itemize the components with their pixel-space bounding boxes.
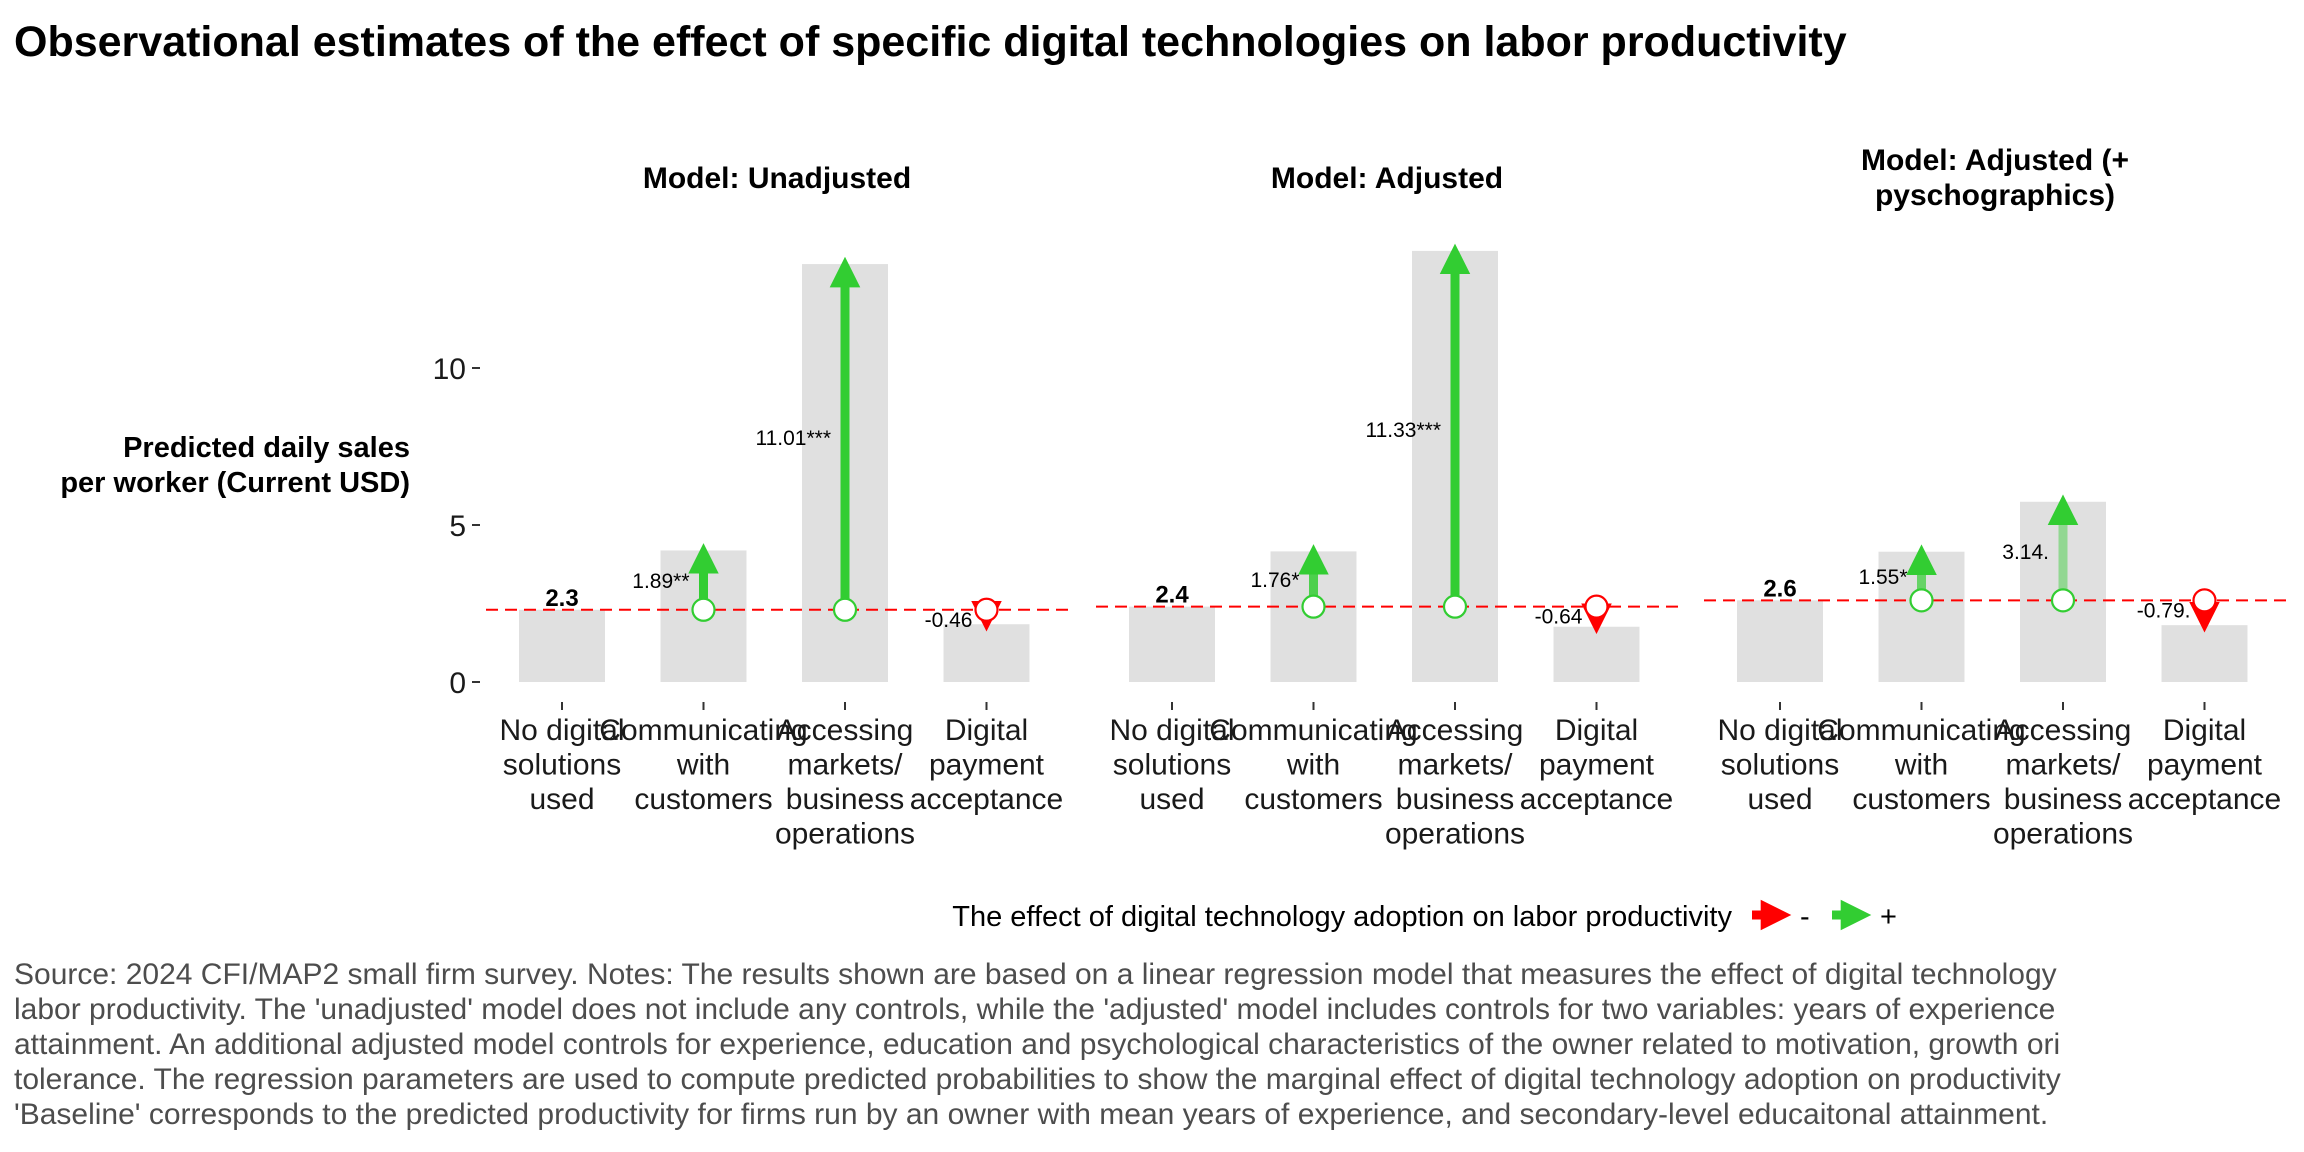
baseline-point xyxy=(1584,594,1609,619)
x-tick-label: markets/ xyxy=(1397,749,1513,782)
baseline-label: 2.3 xyxy=(545,585,578,612)
effect-label: -0.79. xyxy=(2137,599,2191,622)
x-tick-label: acceptance xyxy=(1520,783,1673,816)
x-tick-label: business xyxy=(786,783,904,816)
x-tick-label: operations xyxy=(775,818,915,851)
x-tick-label: used xyxy=(529,783,594,816)
x-tick-label: customers xyxy=(1852,783,1990,816)
legend-label: - xyxy=(1800,901,1810,933)
x-tick-label: Accessing xyxy=(777,714,914,747)
x-tick-label: No digital xyxy=(1109,714,1234,747)
x-tick-label: Digital xyxy=(945,714,1028,747)
y-tick-label: 5 xyxy=(449,510,466,543)
x-tick-label: Communicating xyxy=(1817,714,2025,747)
baseline-point xyxy=(1301,594,1326,619)
baseline-label: 2.4 xyxy=(1155,582,1189,609)
x-tick-label: business xyxy=(2004,783,2122,816)
bar xyxy=(1737,600,1823,682)
x-tick-label: Digital xyxy=(2163,714,2246,747)
legend-label: + xyxy=(1880,901,1897,933)
bar xyxy=(943,624,1030,682)
facet-title: Model: Adjusted (+ xyxy=(1861,144,2129,177)
x-tick-label: solutions xyxy=(1113,749,1231,782)
x-tick-label: markets/ xyxy=(787,749,903,782)
y-axis-label: per worker (Current USD) xyxy=(60,467,410,499)
effect-label: 1.55* xyxy=(1858,566,1907,589)
source-note-line: attainment. An additional adjusted model… xyxy=(14,1028,2061,1061)
effect-label: 11.01*** xyxy=(755,427,831,450)
source-note: Source: 2024 CFI/MAP2 small firm survey.… xyxy=(14,957,2304,1132)
x-tick-label: with xyxy=(1894,749,1948,782)
x-tick-label: Accessing xyxy=(1995,714,2132,747)
x-tick-label: acceptance xyxy=(910,783,1063,816)
y-tick-label: 10 xyxy=(433,353,466,386)
x-tick-label: markets/ xyxy=(2005,749,2121,782)
x-tick-label: Accessing xyxy=(1387,714,1524,747)
y-tick-label: 0 xyxy=(449,667,466,700)
effect-label: -0.46 xyxy=(925,609,973,632)
baseline-label: 2.6 xyxy=(1763,575,1796,602)
bar xyxy=(1553,626,1640,682)
effect-label: 3.14. xyxy=(2002,541,2049,564)
source-note-line: 'Baseline' corresponds to the predicted … xyxy=(14,1098,2049,1131)
effect-label: 11.33*** xyxy=(1365,419,1441,442)
x-tick-label: payment xyxy=(2147,749,2263,782)
baseline-point xyxy=(1442,594,1468,619)
source-note-line: Source: 2024 CFI/MAP2 small firm survey.… xyxy=(14,958,2057,991)
baseline-point xyxy=(1909,588,1934,613)
x-tick-label: operations xyxy=(1993,818,2133,851)
effect-label: -0.64 xyxy=(1535,606,1583,629)
y-axis-label: Predicted daily sales xyxy=(123,432,410,464)
x-tick-label: payment xyxy=(929,749,1045,782)
facet-title: Model: Unadjusted xyxy=(643,162,911,195)
bar xyxy=(2161,625,2248,682)
x-tick-label: No digital xyxy=(499,714,624,747)
legend-title: The effect of digital technology adoptio… xyxy=(952,901,1732,933)
x-tick-label: Communicating xyxy=(1209,714,1417,747)
chart-title: Observational estimates of the effect of… xyxy=(14,18,1847,66)
x-tick-label: acceptance xyxy=(2128,783,2281,816)
x-tick-label: with xyxy=(676,749,730,782)
baseline-point xyxy=(832,597,858,622)
facet-title: Model: Adjusted xyxy=(1271,162,1503,195)
bar xyxy=(519,609,605,682)
x-tick-label: business xyxy=(1396,783,1514,816)
bar xyxy=(1129,606,1215,682)
baseline-point xyxy=(2192,588,2217,613)
x-tick-label: customers xyxy=(634,783,772,816)
facet-title: pyschographics) xyxy=(1875,179,2115,212)
baseline-point xyxy=(2050,588,2076,613)
baseline-point xyxy=(974,597,999,622)
x-tick-label: Communicating xyxy=(599,714,807,747)
baseline-point xyxy=(691,597,716,622)
effect-label: 1.76* xyxy=(1250,569,1299,592)
source-note-line: labor productivity. The 'unadjusted' mod… xyxy=(14,993,2056,1026)
x-tick-label: payment xyxy=(1539,749,1655,782)
x-tick-label: Digital xyxy=(1555,714,1638,747)
x-tick-label: used xyxy=(1747,783,1812,816)
x-tick-label: solutions xyxy=(503,749,621,782)
x-tick-label: operations xyxy=(1385,818,1525,851)
x-tick-label: customers xyxy=(1244,783,1382,816)
source-note-line: tolerance. The regression parameters are… xyxy=(14,1063,2061,1096)
x-tick-label: No digital xyxy=(1717,714,1842,747)
x-tick-label: with xyxy=(1286,749,1340,782)
x-tick-label: used xyxy=(1139,783,1204,816)
x-tick-label: solutions xyxy=(1721,749,1839,782)
effect-label: 1.89** xyxy=(632,570,689,593)
